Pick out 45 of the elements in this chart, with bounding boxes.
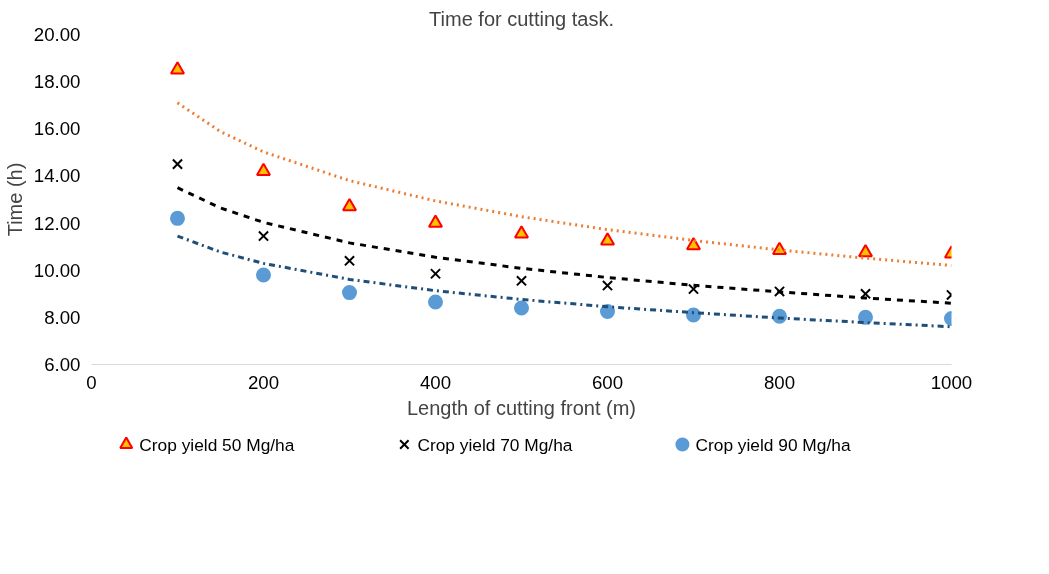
point bbox=[256, 267, 271, 283]
y-tick-label: 8.00 bbox=[44, 306, 81, 328]
legend-label: Crop yield 70 Mg/ha bbox=[417, 434, 573, 455]
legend-label: Crop yield 90 Mg/ha bbox=[695, 434, 851, 455]
point bbox=[514, 300, 529, 316]
y-tick-label: 18.00 bbox=[33, 71, 81, 93]
y-tick-label: 16.00 bbox=[33, 118, 81, 140]
x-axis-title: Length of cutting front (m) bbox=[407, 396, 637, 419]
point bbox=[514, 225, 529, 239]
point bbox=[342, 285, 357, 301]
y-tick-label: 20.00 bbox=[33, 24, 81, 45]
x-tick-label: 400 bbox=[419, 371, 452, 393]
point bbox=[342, 198, 357, 212]
point bbox=[170, 61, 185, 75]
y-tick-label: 6.00 bbox=[44, 354, 81, 375]
point bbox=[601, 279, 614, 292]
point bbox=[515, 275, 528, 287]
point bbox=[858, 309, 873, 325]
point bbox=[600, 232, 615, 246]
point bbox=[170, 210, 185, 226]
point bbox=[429, 268, 442, 280]
point bbox=[428, 214, 443, 228]
x-tick-label: 200 bbox=[247, 371, 280, 393]
point bbox=[343, 255, 356, 267]
point bbox=[256, 162, 271, 176]
x-tick-label: 800 bbox=[763, 371, 796, 393]
point bbox=[687, 283, 700, 295]
legend-label: Crop yield 50 Mg/ha bbox=[139, 434, 295, 455]
point bbox=[859, 288, 872, 300]
y-tick-label: 12.00 bbox=[33, 212, 81, 234]
y-tick-label: 10.00 bbox=[33, 259, 81, 281]
x-tick-label: 600 bbox=[591, 371, 624, 393]
x-tick-label: 0 bbox=[86, 371, 97, 393]
point bbox=[858, 244, 873, 258]
line-series bbox=[176, 234, 952, 329]
x-tick-label: 1000 bbox=[930, 371, 973, 393]
point bbox=[773, 285, 786, 298]
point bbox=[428, 294, 443, 310]
line-series bbox=[176, 186, 952, 305]
y-axis-title: Time (h) bbox=[3, 162, 26, 237]
y-tick-label: 14.00 bbox=[33, 165, 81, 187]
chart-title: Time for cutting task. bbox=[429, 7, 614, 30]
point bbox=[257, 230, 270, 242]
point bbox=[686, 236, 701, 251]
point bbox=[171, 158, 184, 170]
